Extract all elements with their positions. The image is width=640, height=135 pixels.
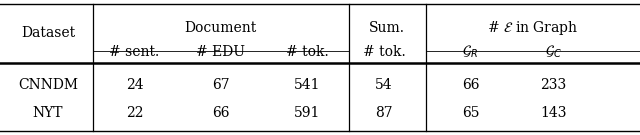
- Text: 66: 66: [461, 78, 479, 92]
- Text: 66: 66: [212, 106, 230, 120]
- Text: 54: 54: [375, 78, 393, 92]
- Text: $\mathcal{G}_C$: $\mathcal{G}_C$: [545, 44, 562, 60]
- Text: 591: 591: [294, 106, 321, 120]
- Text: 65: 65: [461, 106, 479, 120]
- Text: Dataset: Dataset: [21, 26, 75, 40]
- Text: # $\mathcal{E}$ in Graph: # $\mathcal{E}$ in Graph: [487, 19, 579, 37]
- Text: 143: 143: [540, 106, 567, 120]
- Text: # tok.: # tok.: [363, 45, 405, 59]
- Text: 24: 24: [125, 78, 143, 92]
- Text: 87: 87: [375, 106, 393, 120]
- Text: NYT: NYT: [33, 106, 63, 120]
- Text: # sent.: # sent.: [109, 45, 159, 59]
- Text: $\mathcal{G}_R$: $\mathcal{G}_R$: [462, 44, 479, 60]
- Text: CNNDM: CNNDM: [18, 78, 78, 92]
- Text: 22: 22: [125, 106, 143, 120]
- Text: Sum.: Sum.: [369, 21, 405, 35]
- Text: 67: 67: [212, 78, 230, 92]
- Text: # EDU: # EDU: [196, 45, 245, 59]
- Text: 233: 233: [540, 78, 567, 92]
- Text: Document: Document: [185, 21, 257, 35]
- Text: # tok.: # tok.: [286, 45, 328, 59]
- Text: 541: 541: [294, 78, 321, 92]
